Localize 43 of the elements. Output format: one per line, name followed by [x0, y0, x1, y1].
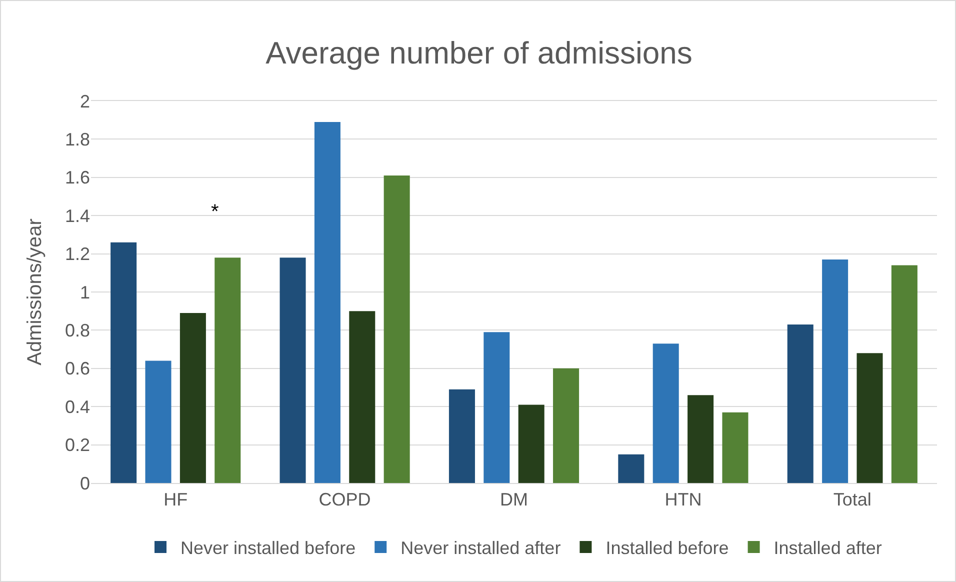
y-tick-label: 0 — [80, 473, 90, 494]
y-axis-title: Admissions/year — [24, 218, 46, 366]
bar — [618, 454, 644, 483]
legend-label: Never installed after — [400, 538, 561, 558]
annotation: * — [211, 201, 219, 223]
chart-title: Average number of admissions — [266, 35, 692, 70]
bar — [891, 265, 918, 483]
y-tick-label: 0.2 — [64, 435, 90, 456]
bar — [856, 353, 883, 483]
legend-label: Never installed before — [180, 538, 356, 558]
bar — [688, 395, 714, 483]
bar — [484, 332, 510, 483]
bar — [180, 313, 206, 483]
y-tick-label: 1.8 — [64, 130, 90, 150]
bar — [722, 412, 748, 483]
bar — [349, 311, 376, 483]
y-tick-label: 1.6 — [64, 168, 90, 188]
legend-label: Installed after — [774, 538, 882, 558]
y-tick-label: 1.2 — [64, 244, 90, 264]
bar — [448, 389, 475, 483]
x-tick-label: COPD — [318, 490, 371, 510]
bar — [518, 404, 544, 483]
bar — [384, 175, 410, 483]
y-tick-label: 0.8 — [64, 320, 90, 340]
x-tick-label: HF — [164, 490, 188, 510]
y-tick-label: 1.4 — [64, 206, 90, 226]
bar — [314, 122, 340, 483]
y-tick-label: 1 — [80, 282, 90, 302]
x-tick-label: HTN — [664, 490, 702, 510]
y-tick-label: 2 — [80, 91, 90, 112]
bar — [280, 258, 306, 483]
x-tick-label: DM — [500, 490, 528, 510]
y-tick-label: 0.4 — [64, 396, 90, 417]
bar — [214, 258, 241, 483]
bar — [652, 344, 679, 483]
bar — [822, 260, 848, 483]
y-tick-label: 0.6 — [64, 358, 90, 379]
bar — [110, 242, 137, 483]
bar — [787, 324, 814, 483]
bar — [553, 368, 580, 483]
bar — [145, 360, 172, 483]
legend-label: Installed before — [606, 538, 729, 558]
x-tick-label: Total — [833, 490, 872, 510]
